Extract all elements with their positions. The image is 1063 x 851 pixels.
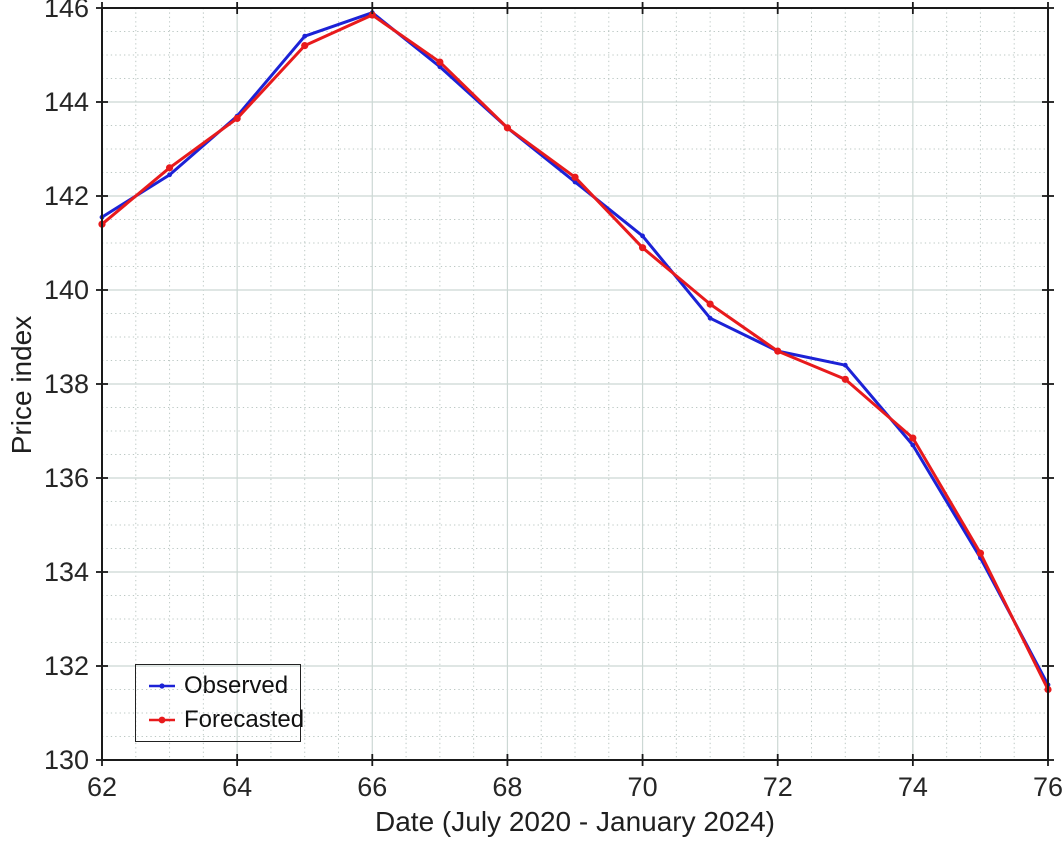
series-forecasted bbox=[98, 11, 1052, 694]
x-tick-label: 72 bbox=[763, 772, 793, 802]
y-tick-label: 142 bbox=[44, 181, 89, 211]
observed-line-marker-icon bbox=[149, 683, 175, 689]
forecasted-line-marker-icon bbox=[149, 716, 175, 724]
x-axis-label: Date (July 2020 - January 2024) bbox=[375, 806, 775, 837]
tick-labels: 62 64 66 68 70 72 74 76 130 132 134 136 138 140 142 144… bbox=[44, 0, 1063, 802]
forecasted-sample-dot bbox=[158, 716, 166, 724]
y-axis-label: Price index bbox=[6, 315, 37, 455]
y-tick-label: 140 bbox=[44, 275, 89, 305]
legend-item-forecasted: Forecasted bbox=[147, 707, 304, 732]
x-tick-label: 66 bbox=[357, 772, 387, 802]
legend-item-observed: Observed bbox=[147, 674, 300, 698]
legend: Observed Forecasted bbox=[135, 664, 304, 742]
legend-label-observed: Observed bbox=[184, 672, 289, 700]
axis-ticks bbox=[96, 2, 1054, 766]
y-tick-label: 136 bbox=[44, 463, 89, 493]
minor-grid bbox=[102, 8, 1048, 760]
y-tick-label: 144 bbox=[44, 87, 89, 117]
x-tick-label: 68 bbox=[492, 772, 522, 802]
observed-sample-dot bbox=[159, 683, 165, 689]
y-tick-label: 130 bbox=[44, 745, 89, 775]
x-tick-label: 70 bbox=[628, 772, 658, 802]
x-tick-label: 62 bbox=[87, 772, 117, 802]
legend-label-forecasted: Forecasted bbox=[184, 705, 305, 733]
y-tick-label: 132 bbox=[44, 651, 89, 681]
y-tick-label: 134 bbox=[44, 557, 89, 587]
x-tick-label: 64 bbox=[222, 772, 252, 802]
y-tick-label: 146 bbox=[44, 0, 89, 23]
y-tick-label: 138 bbox=[44, 369, 89, 399]
x-tick-label: 76 bbox=[1033, 772, 1063, 802]
x-tick-label: 74 bbox=[898, 772, 928, 802]
